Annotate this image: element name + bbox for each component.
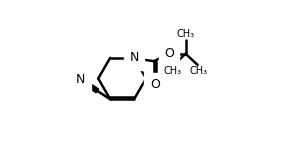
Text: O: O bbox=[150, 78, 160, 92]
Text: CH₃: CH₃ bbox=[189, 66, 208, 76]
Text: O: O bbox=[164, 47, 174, 60]
Text: CH₃: CH₃ bbox=[177, 29, 195, 39]
Text: N: N bbox=[76, 73, 86, 86]
Text: CH₃: CH₃ bbox=[164, 66, 182, 76]
Text: N: N bbox=[129, 51, 139, 64]
